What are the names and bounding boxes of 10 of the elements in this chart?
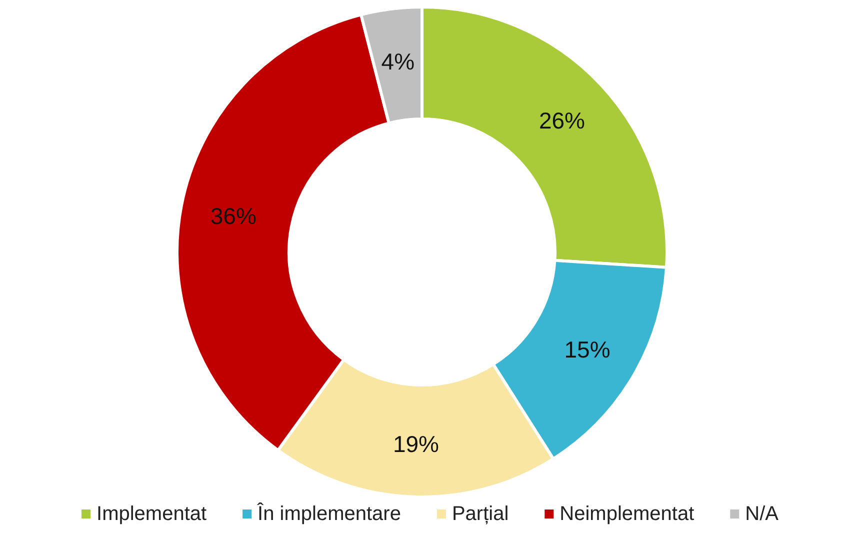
legend-label: Neimplementat: [560, 503, 695, 525]
legend-label: N/A: [745, 503, 780, 525]
legend-label: Implementat: [96, 503, 208, 525]
data-label: 26%: [538, 108, 585, 134]
legend-label: În implementare: [256, 502, 401, 525]
data-label: 36%: [210, 203, 256, 230]
data-label: 4%: [381, 48, 415, 75]
data-label: 19%: [392, 430, 439, 457]
legend-label: Parțial: [452, 503, 509, 525]
data-label: 15%: [564, 336, 610, 363]
